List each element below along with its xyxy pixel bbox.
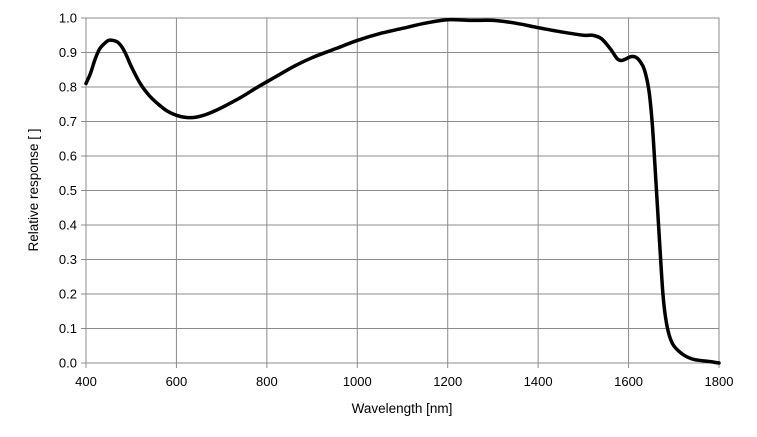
x-tick-label: 1600 [614, 374, 643, 389]
x-tick-label: 1200 [433, 374, 462, 389]
y-tick-label: 0.6 [59, 149, 77, 164]
x-tick-label: 1800 [705, 374, 734, 389]
x-tick-label: 400 [75, 374, 97, 389]
y-tick-label: 0.1 [59, 321, 77, 336]
y-tick-label: 1.0 [59, 11, 77, 26]
y-tick-label: 0.9 [59, 45, 77, 60]
plot-frame [85, 17, 720, 364]
y-tick-label: 0.3 [59, 252, 77, 267]
y-axis-title: Relative response [ ] [26, 128, 41, 251]
y-tick-label: 0.2 [59, 287, 77, 302]
y-tick-labels: 0.0 0.1 0.2 0.3 0.4 0.5 0.6 0.7 0.8 0.9 1.0 [59, 11, 77, 371]
y-tick-label: 0.7 [59, 114, 77, 129]
y-tick-label: 0.0 [59, 356, 77, 371]
x-tick-label: 800 [256, 374, 278, 389]
grid-lines [81, 17, 720, 368]
x-tick-label: 1000 [343, 374, 372, 389]
x-tick-labels: 400 600 800 1000 1200 1400 1600 1800 [75, 374, 733, 389]
x-tick-label: 1400 [524, 374, 553, 389]
response-curve [84, 17, 721, 365]
x-axis-title: Wavelength [nm] [352, 401, 453, 416]
x-tick-label: 600 [166, 374, 188, 389]
y-tick-label: 0.8 [59, 80, 77, 95]
y-tick-label: 0.5 [59, 183, 77, 198]
y-tick-label: 0.4 [59, 218, 77, 233]
